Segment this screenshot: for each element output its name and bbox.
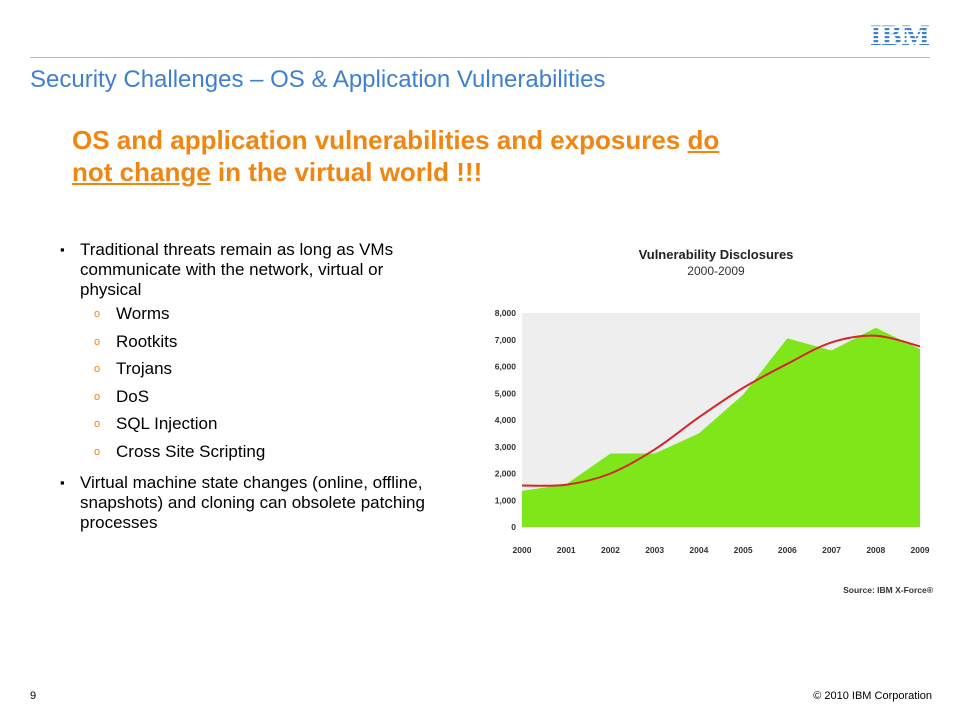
circle-bullet-icon: o [94,308,101,320]
ibm-logo-text: IBM [870,20,930,48]
headline-part1: OS and application vulnerabilities and e… [72,125,688,155]
chart-source: Source: IBM X-Force® [843,585,934,595]
headline-part2: in the virtual world !!! [210,157,483,187]
circle-bullet-icon: o [94,363,101,375]
bullet-list: ▪ Traditional threats remain as long as … [60,240,440,533]
y-tick-label: 4,000 [495,415,517,425]
slide-title: Security Challenges – OS & Application V… [30,66,606,93]
x-tick-label: 2002 [601,545,620,555]
sub-bullet-item: o DoS [60,383,440,411]
sub-bullet-text: Cross Site Scripting [116,441,266,461]
x-tick-label: 2008 [866,545,885,555]
bullet-text: Traditional threats remain as long as VM… [80,240,394,299]
sub-bullet-text: Worms [116,304,170,323]
sub-bullet-list: o Worms o Rootkits o Trojans o DoS o SQL Inje… [60,300,440,465]
chart-title: Vulnerability Disclosures [639,247,794,262]
bullet-item: ▪ Virtual machine state changes (online,… [60,473,440,533]
square-bullet-icon: ▪ [60,242,65,257]
x-tick-label: 2009 [911,545,930,555]
sub-bullet-text: SQL Injection [116,414,218,433]
y-tick-label: 0 [511,522,516,532]
page-number: 9 [30,690,37,702]
area-series [522,327,920,527]
sub-bullet-text: Trojans [116,359,173,378]
sub-bullet-item: o Cross Site Scripting [60,438,440,466]
y-tick-label: 7,000 [495,335,517,345]
x-tick-label: 2000 [513,545,532,555]
x-tick-label: 2003 [645,545,664,555]
y-tick-label: 6,000 [495,362,517,372]
sub-bullet-item: o Trojans [60,355,440,383]
y-tick-label: 2,000 [495,469,517,479]
sub-bullet-item: o Rootkits [60,328,440,356]
y-tick-label: 1,000 [495,495,517,505]
x-tick-label: 2004 [689,545,708,555]
x-tick-label: 2001 [557,545,576,555]
x-tick-label: 2006 [778,545,797,555]
ibm-logo: IBM [870,20,930,48]
sub-bullet-text: Rootkits [116,331,178,351]
x-tick-label: 2005 [734,545,753,555]
headline-underlined-do: do [687,125,720,155]
circle-bullet-icon: o [94,390,101,403]
headline: OS and application vulnerabilities and e… [72,124,892,188]
trend-line-series [521,334,921,487]
y-tick-label: 3,000 [495,442,517,452]
y-tick-label: 8,000 [495,308,517,318]
headline-underlined-not-change: not change [72,157,211,187]
circle-bullet-icon: o [94,418,101,430]
sub-bullet-item: o Worms [60,300,440,328]
sub-bullet-item: o SQL Injection [60,410,440,438]
circle-bullet-icon: o [94,445,101,458]
square-bullet-icon: ▪ [60,475,65,490]
x-tick-label: 2007 [822,545,841,555]
bullet-text: Virtual machine state changes (online, o… [80,473,425,532]
vulnerability-chart: Vulnerability Disclosures 2000-2009 8,00… [495,247,934,595]
header-divider [30,57,930,58]
chart-subtitle: 2000-2009 [687,264,745,278]
circle-bullet-icon: o [94,335,101,348]
sub-bullet-text: DoS [116,386,150,406]
y-tick-label: 5,000 [495,388,517,398]
copyright: © 2010 IBM Corporation [813,690,932,702]
bullet-item: ▪ Traditional threats remain as long as … [60,240,440,300]
